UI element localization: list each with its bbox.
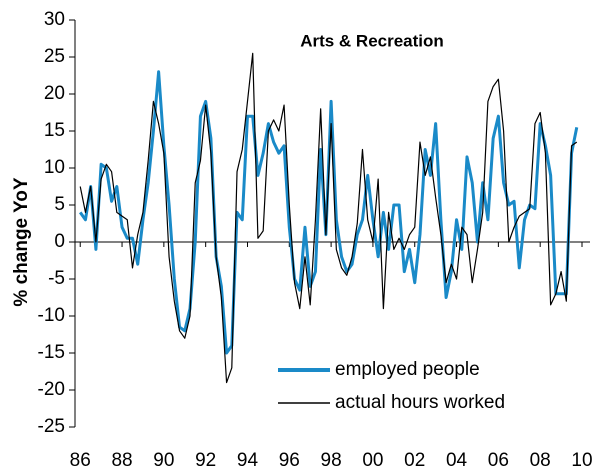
x-tick-label: 06 [488,450,509,470]
y-tick-label: -15 [38,342,65,363]
y-tick-label: 20 [44,83,65,104]
legend-label: actual hours worked [335,392,505,413]
y-tick-label: 15 [44,120,65,141]
x-tick-label: 94 [237,450,259,470]
x-tick-label: 88 [111,450,132,470]
y-tick-label: 25 [44,46,65,67]
x-tick-label: 02 [404,450,425,470]
x-tick-label: 92 [195,450,216,470]
y-tick-label: -5 [48,268,65,289]
x-tick-label: 98 [321,450,342,470]
x-tick-label: 08 [530,450,551,470]
y-tick-label: 5 [54,194,65,215]
legend-label: employed people [335,359,480,380]
x-tick-label: 90 [153,450,174,470]
x-tick-label: 00 [362,450,383,470]
x-tick-label: 10 [571,450,592,470]
x-tick-label: 96 [279,450,300,470]
chart-title: Arts & Recreation [300,31,444,50]
y-tick-label: -10 [38,305,65,326]
x-tick-label: 04 [446,450,468,470]
y-tick-label: 0 [54,231,65,252]
x-tick-label: 86 [70,450,91,470]
series-line [79,52,578,384]
y-tick-label: 30 [44,9,65,30]
y-tick-label: -20 [38,379,65,400]
y-tick-label: -25 [38,416,65,437]
y-tick-label: 10 [44,157,65,178]
y-axis-label: % change YoY [11,177,32,306]
